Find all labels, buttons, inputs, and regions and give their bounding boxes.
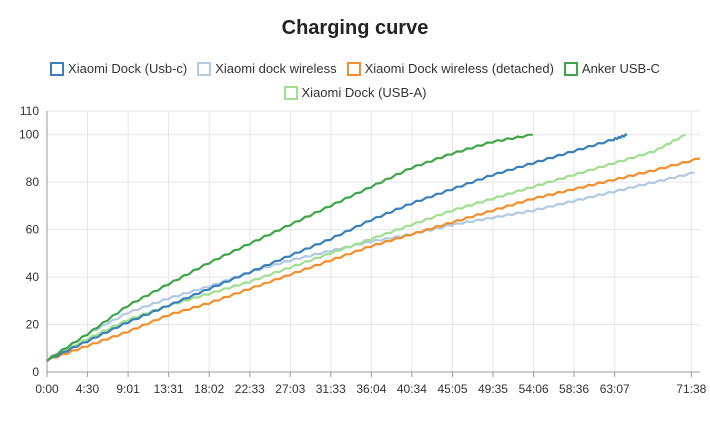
legend-label: Xiaomi dock wireless <box>215 61 337 76</box>
series-line-xiaomi-dock-wireless <box>46 171 695 362</box>
y-tick-label: 110 <box>20 104 39 118</box>
x-tick-label: 54:06 <box>519 382 549 396</box>
x-tick-label: 9:01 <box>116 382 140 396</box>
series-line-xiaomi-dock-wireless-detached <box>46 157 701 362</box>
legend-swatch <box>50 61 65 76</box>
legend: Xiaomi Dock (Usb-c) Xiaomi dock wireless… <box>0 61 710 76</box>
legend-swatch <box>197 61 212 76</box>
legend-item-xiaomi-dock-wireless[interactable]: Xiaomi dock wireless <box>197 61 337 76</box>
legend-label: Xiaomi Dock (USB-A) <box>301 85 427 100</box>
x-tick-label: 45:05 <box>437 382 467 396</box>
legend-item-anker-usb-c[interactable]: Anker USB-C <box>563 61 660 76</box>
y-tick-label: 20 <box>26 318 40 332</box>
y-tick-label: 80 <box>26 175 40 189</box>
legend-item-xiaomi-dock-wireless-detached[interactable]: Xiaomi Dock wireless (detached) <box>346 61 554 76</box>
legend-label: Anker USB-C <box>581 61 660 76</box>
x-tick-label: 31:33 <box>316 382 346 396</box>
legend-label: Xiaomi Dock (Usb-c) <box>68 61 188 76</box>
x-tick-label: 18:02 <box>194 382 224 396</box>
x-tick-label: 4:30 <box>76 382 100 396</box>
x-tick-label: 22:33 <box>235 382 265 396</box>
x-tick-label: 40:34 <box>397 382 427 396</box>
x-tick-label: 49:35 <box>478 382 508 396</box>
legend-swatch <box>346 61 361 76</box>
legend-swatch <box>283 85 298 100</box>
chart-title: Charging curve <box>281 17 429 39</box>
legend-item-xiaomi-dock-usb-c[interactable]: Xiaomi Dock (Usb-c) <box>50 61 187 76</box>
legend-row-2: Xiaomi Dock (USB-A) <box>0 85 710 100</box>
series-line-xiaomi-dock-usb-c <box>46 133 628 362</box>
series-line-anker-usb-c <box>46 133 533 362</box>
legend-swatch <box>563 61 578 76</box>
y-tick-label: 100 <box>19 128 39 142</box>
legend-item-xiaomi-dock-usb-a[interactable]: Xiaomi Dock (USB-A) <box>283 85 427 100</box>
x-tick-label: 27:03 <box>275 382 305 396</box>
y-tick-label: 0 <box>32 365 39 379</box>
x-tick-label: 63:07 <box>600 382 630 396</box>
x-tick-label: 0:00 <box>35 382 59 396</box>
x-tick-label: 36:04 <box>356 382 386 396</box>
x-tick-label: 58:36 <box>559 382 589 396</box>
x-tick-label: 71:38 <box>676 382 706 396</box>
x-tick-label: 13:31 <box>154 382 184 396</box>
y-tick-label: 40 <box>26 270 40 284</box>
y-tick-label: 60 <box>26 223 40 237</box>
legend-label: Xiaomi Dock wireless (detached) <box>364 61 554 76</box>
